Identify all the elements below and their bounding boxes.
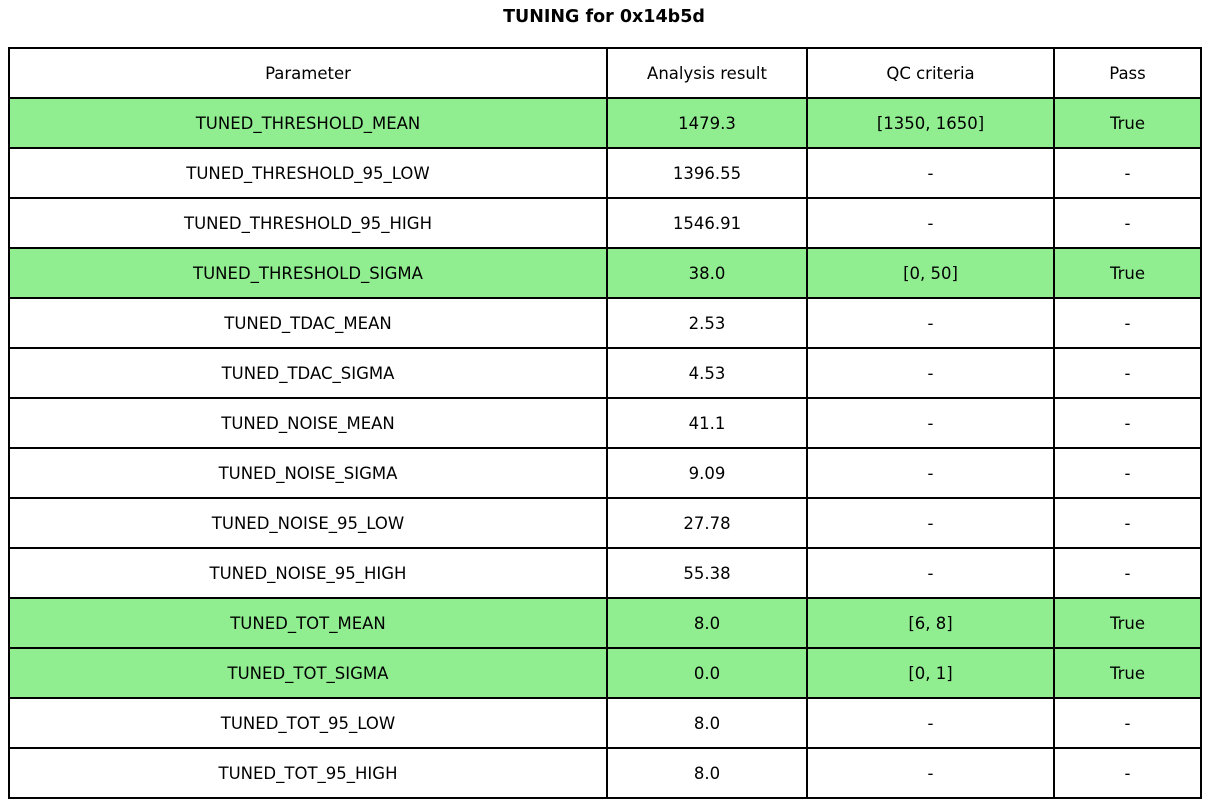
cell-result: 1546.91 xyxy=(606,197,808,249)
cell-result: 27.78 xyxy=(606,497,808,549)
cell-parameter: TUNED_NOISE_MEAN xyxy=(8,397,608,449)
cell-pass: - xyxy=(1053,347,1202,399)
cell-pass: True xyxy=(1053,247,1202,299)
table-body: TUNED_THRESHOLD_MEAN 1479.3 [1350, 1650] Tr… xyxy=(8,97,1202,799)
column-header-pass: Pass xyxy=(1053,47,1202,99)
cell-criteria: [0, 1] xyxy=(806,647,1055,699)
cell-pass: True xyxy=(1053,597,1202,649)
cell-criteria: [0, 50] xyxy=(806,247,1055,299)
table-row: TUNED_NOISE_95_HIGH 55.38- - xyxy=(8,547,1202,599)
cell-criteria: - xyxy=(806,547,1055,599)
cell-criteria: [6, 8] xyxy=(806,597,1055,649)
cell-result: 41.1 xyxy=(606,397,808,449)
cell-criteria: - xyxy=(806,397,1055,449)
column-header-analysis-result: Analysis result xyxy=(606,47,808,99)
cell-result: 8.0 xyxy=(606,697,808,749)
cell-criteria: - xyxy=(806,197,1055,249)
cell-criteria: [1350, 1650] xyxy=(806,97,1055,149)
table-row: TUNED_NOISE_95_LOW 27.78- - xyxy=(8,497,1202,549)
cell-pass: - xyxy=(1053,297,1202,349)
cell-pass: - xyxy=(1053,447,1202,499)
cell-parameter: TUNED_THRESHOLD_SIGMA xyxy=(8,247,608,299)
cell-criteria: - xyxy=(806,147,1055,199)
cell-parameter: TUNED_TDAC_SIGMA xyxy=(8,347,608,399)
cell-parameter: TUNED_TOT_95_HIGH xyxy=(8,747,608,799)
cell-result: 8.0 xyxy=(606,597,808,649)
table-row: TUNED_THRESHOLD_MEAN 1479.3 [1350, 1650] Tr… xyxy=(8,97,1202,149)
table-row: TUNED_TOT_95_LOW 8.0- - xyxy=(8,697,1202,749)
cell-parameter: TUNED_TOT_SIGMA xyxy=(8,647,608,699)
cell-parameter: TUNED_TOT_MEAN xyxy=(8,597,608,649)
table-row: TUNED_THRESHOLD_SIGMA 38.0 [0, 50] True xyxy=(8,247,1202,299)
cell-criteria: - xyxy=(806,747,1055,799)
cell-parameter: TUNED_TOT_95_LOW xyxy=(8,697,608,749)
table-row: TUNED_NOISE_MEAN 41.1- - xyxy=(8,397,1202,449)
cell-result: 0.0 xyxy=(606,647,808,699)
cell-parameter: TUNED_NOISE_95_LOW xyxy=(8,497,608,549)
cell-pass: True xyxy=(1053,647,1202,699)
cell-result: 38.0 xyxy=(606,247,808,299)
cell-criteria: - xyxy=(806,497,1055,549)
cell-criteria: - xyxy=(806,297,1055,349)
column-header-qc-criteria: QC criteria xyxy=(806,47,1055,99)
cell-result: 1396.55 xyxy=(606,147,808,199)
column-header-parameter: Parameter xyxy=(8,47,608,99)
table-row: TUNED_TOT_MEAN 8.0 [6, 8] True xyxy=(8,597,1202,649)
cell-pass: - xyxy=(1053,397,1202,449)
cell-result: 4.53 xyxy=(606,347,808,399)
cell-pass: - xyxy=(1053,197,1202,249)
cell-pass: True xyxy=(1053,97,1202,149)
table-row: TUNED_THRESHOLD_95_LOW 1396.55- - xyxy=(8,147,1202,199)
cell-parameter: TUNED_THRESHOLD_95_LOW xyxy=(8,147,608,199)
cell-parameter: TUNED_TDAC_MEAN xyxy=(8,297,608,349)
table-row: TUNED_TDAC_SIGMA 4.53- - xyxy=(8,347,1202,399)
cell-pass: - xyxy=(1053,547,1202,599)
cell-parameter: TUNED_NOISE_SIGMA xyxy=(8,447,608,499)
cell-result: 1479.3 xyxy=(606,97,808,149)
table-row: TUNED_THRESHOLD_95_HIGH 1546.91- - xyxy=(8,197,1202,249)
cell-parameter: TUNED_THRESHOLD_MEAN xyxy=(8,97,608,149)
cell-pass: - xyxy=(1053,697,1202,749)
table-row: TUNED_TOT_95_HIGH 8.0- - xyxy=(8,747,1202,799)
cell-criteria: - xyxy=(806,347,1055,399)
cell-parameter: TUNED_NOISE_95_HIGH xyxy=(8,547,608,599)
table-row: TUNED_TOT_SIGMA 0.0 [0, 1] True xyxy=(8,647,1202,699)
cell-criteria: - xyxy=(806,447,1055,499)
table-header-row: Parameter Analysis result QC criteria Pa… xyxy=(8,47,1202,99)
cell-result: 8.0 xyxy=(606,747,808,799)
table-row: TUNED_TDAC_MEAN 2.53- - xyxy=(8,297,1202,349)
cell-criteria: - xyxy=(806,697,1055,749)
cell-pass: - xyxy=(1053,497,1202,549)
page-title: TUNING for 0x14b5d xyxy=(503,7,705,27)
cell-pass: - xyxy=(1053,147,1202,199)
cell-result: 2.53 xyxy=(606,297,808,349)
cell-pass: - xyxy=(1053,747,1202,799)
table-row: TUNED_NOISE_SIGMA 9.09- - xyxy=(8,447,1202,499)
cell-result: 9.09 xyxy=(606,447,808,499)
cell-parameter: TUNED_THRESHOLD_95_HIGH xyxy=(8,197,608,249)
cell-result: 55.38 xyxy=(606,547,808,599)
qc-results-table: Parameter Analysis result QC criteria Pa… xyxy=(8,47,1202,799)
